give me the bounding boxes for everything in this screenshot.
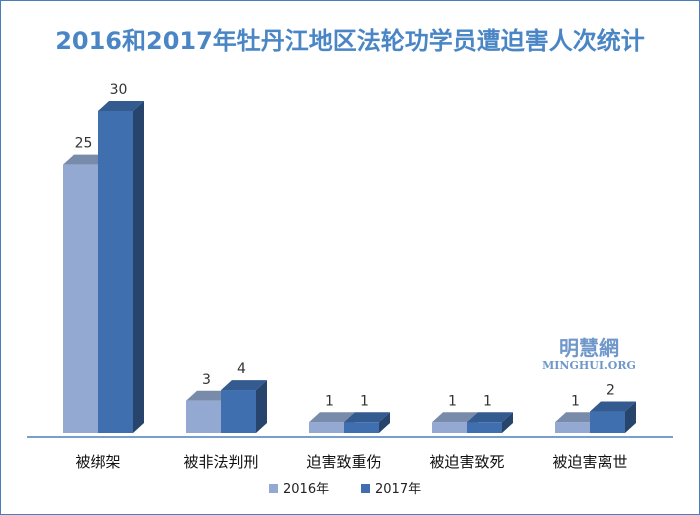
bar-front	[432, 422, 467, 433]
bar-front	[590, 411, 625, 433]
bar-1-1	[221, 380, 267, 433]
bar-side	[133, 101, 144, 433]
bar-top	[63, 154, 109, 165]
bar-top	[467, 412, 513, 423]
bar-front	[63, 164, 98, 433]
bar-top	[221, 380, 267, 391]
watermark-chinese: 明慧網	[559, 336, 619, 360]
legend-swatch-2016	[269, 484, 278, 493]
bar-3-1	[467, 412, 513, 433]
bar-0-1	[98, 101, 144, 433]
category-label: 被绑架	[75, 453, 120, 471]
category-label: 被迫害离世	[552, 453, 627, 471]
data-label: 1	[448, 393, 457, 409]
bar-front	[467, 422, 502, 433]
data-label: 3	[202, 372, 211, 388]
bar-4-1	[590, 401, 636, 433]
category-label: 被非法判刑	[183, 453, 258, 471]
category-label: 被迫害致死	[429, 453, 504, 471]
legend: 2016年 2017年	[269, 482, 421, 497]
bar-front	[98, 111, 133, 433]
bar-top	[432, 412, 478, 423]
watermark: 明慧網 MINGHUI.ORG	[542, 336, 636, 372]
data-label: 1	[483, 393, 492, 409]
watermark-english: MINGHUI.ORG	[542, 359, 636, 372]
chart-title: 2016和2017年牡丹江地区法轮功学员遭迫害人次统计	[55, 27, 645, 55]
bar-front	[309, 422, 344, 433]
bar-front	[344, 422, 379, 433]
bar-side	[256, 380, 267, 433]
bar-side	[625, 401, 636, 433]
data-label: 25	[75, 136, 93, 152]
data-label: 30	[110, 82, 128, 98]
category-labels: 被绑架 被非法判刑 迫害致重伤 被迫害致死 被迫害离世	[75, 453, 627, 471]
legend-label-2016: 2016年	[283, 482, 329, 497]
bar-top	[186, 390, 232, 401]
data-label: 4	[237, 361, 246, 377]
bar-top	[555, 412, 601, 423]
bar-top	[344, 412, 390, 423]
data-label: 2	[606, 383, 615, 399]
data-label: 1	[360, 393, 369, 409]
bar-top	[590, 401, 636, 412]
bar-group: 25 30 3 4 1 1 1 1 1 2	[63, 82, 636, 433]
bar-front	[221, 390, 256, 433]
bar-side	[502, 412, 513, 433]
data-label: 1	[325, 393, 334, 409]
bar-front	[555, 422, 590, 433]
bar-2-1	[344, 412, 390, 433]
data-label: 1	[571, 393, 580, 409]
bar-side	[379, 412, 390, 433]
category-label: 迫害致重伤	[306, 453, 381, 471]
bar-top	[98, 101, 144, 111]
bar-top	[309, 412, 355, 423]
legend-swatch-2017	[361, 484, 370, 493]
legend-label-2017: 2017年	[375, 482, 421, 497]
bar-front	[186, 400, 221, 433]
